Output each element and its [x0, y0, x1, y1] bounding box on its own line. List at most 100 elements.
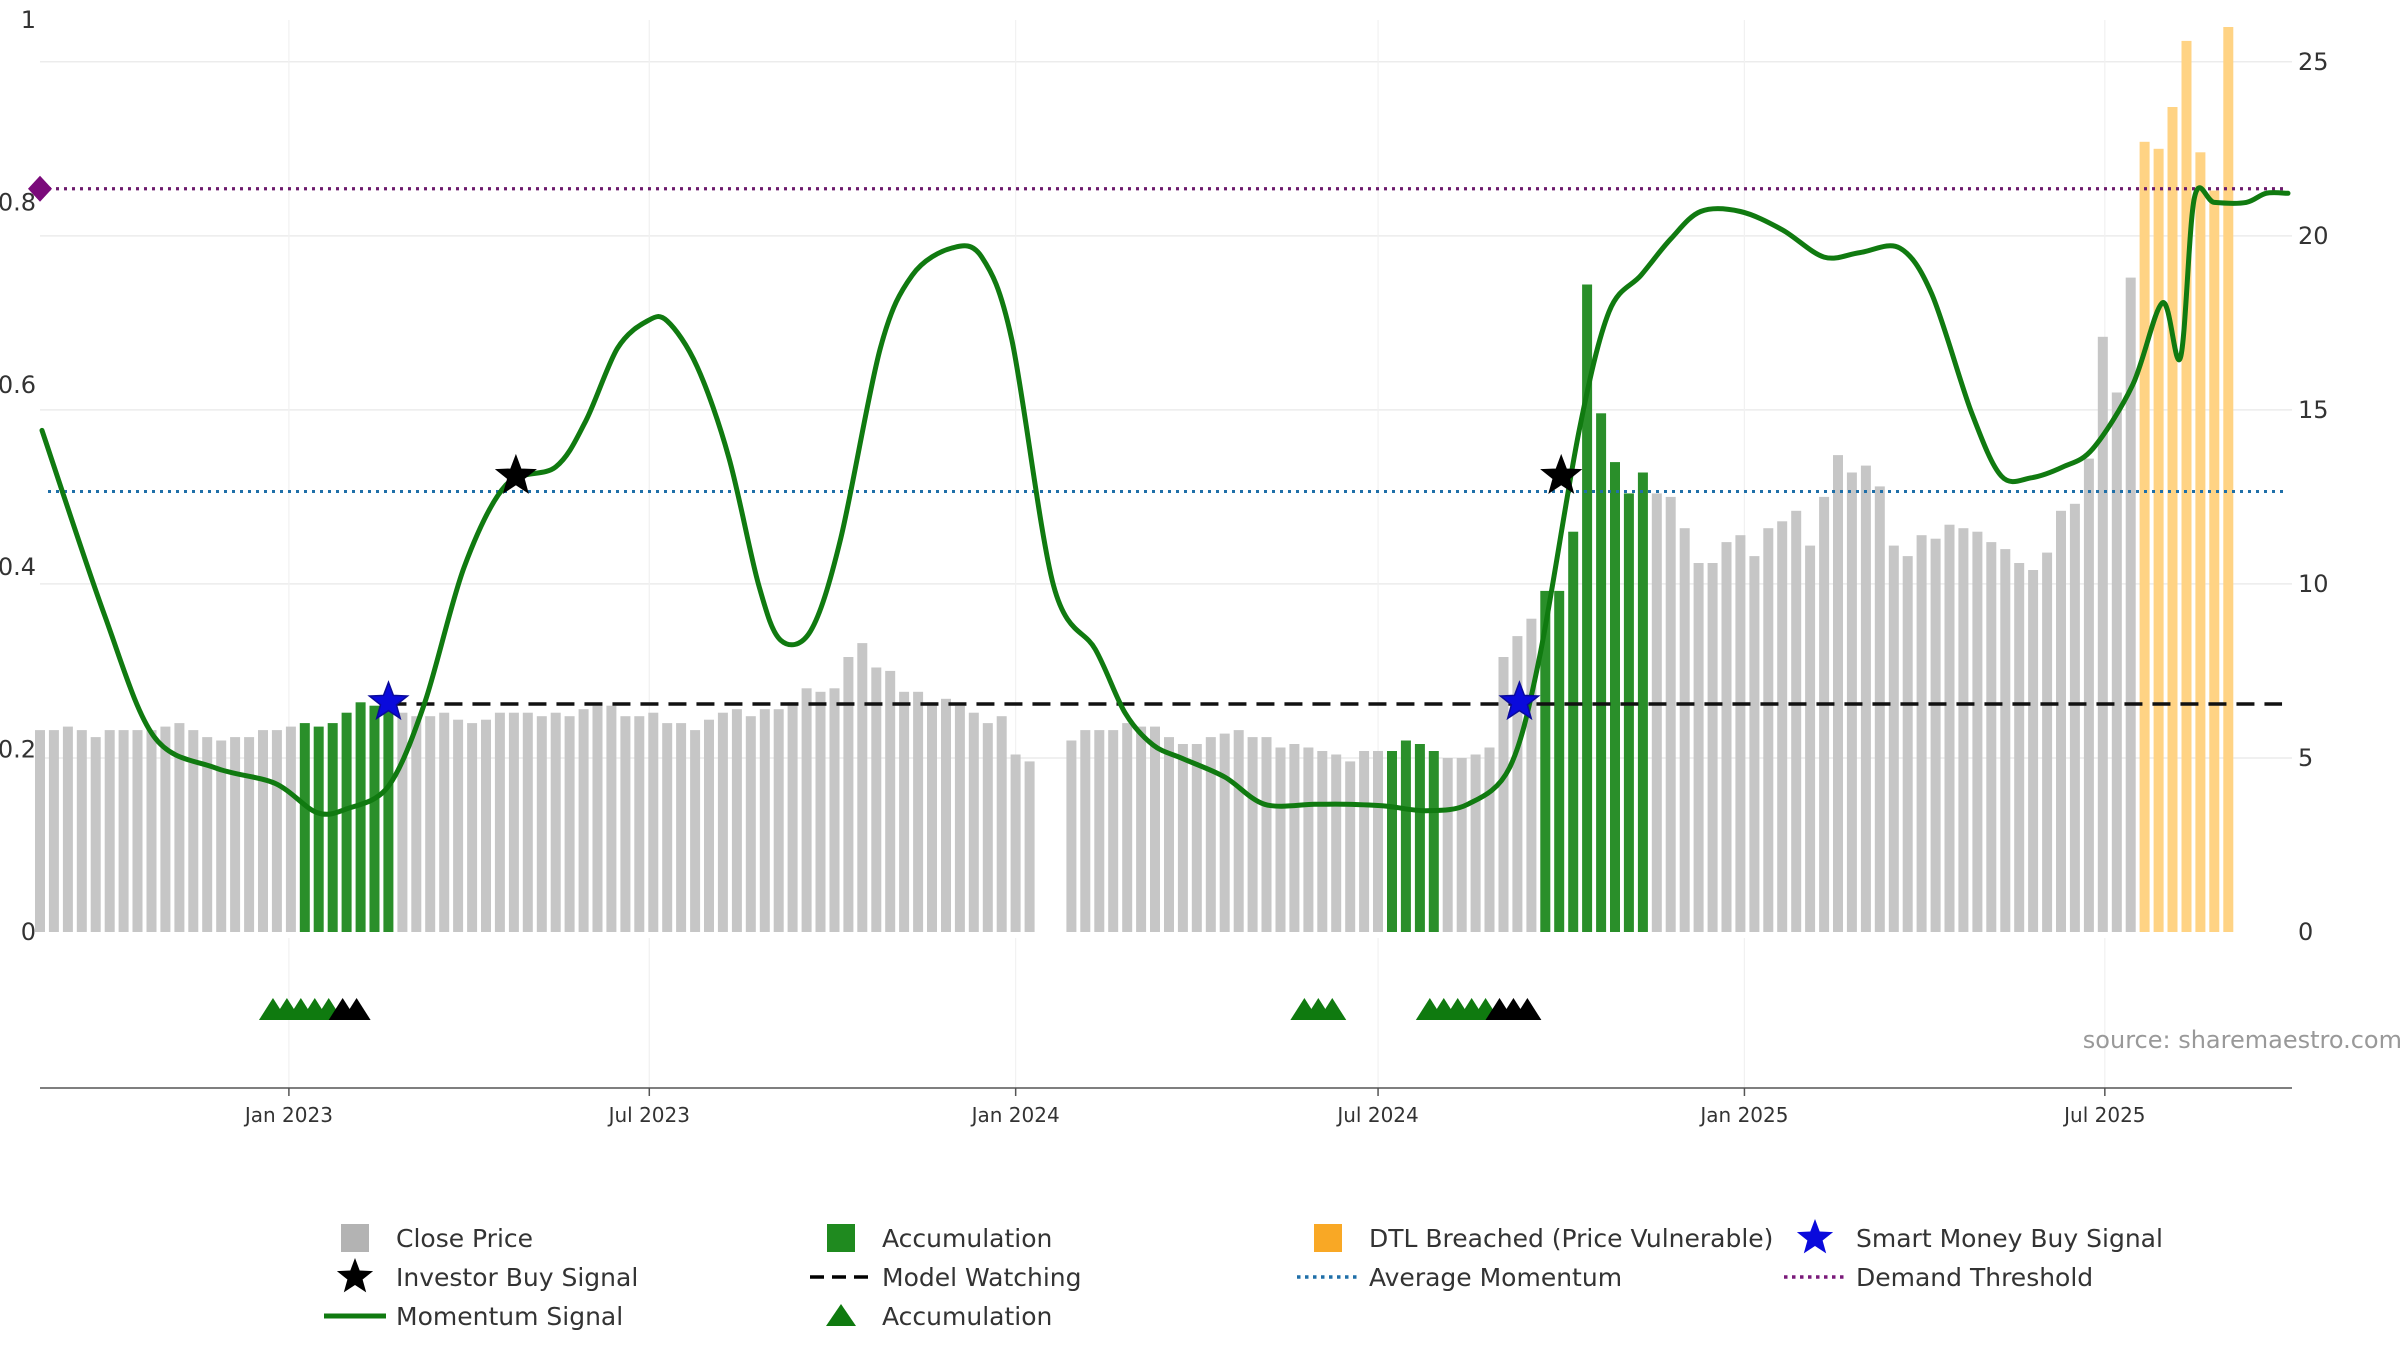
- accumulation-bar: [327, 723, 338, 932]
- legend-item: Model Watching: [810, 1263, 1082, 1292]
- price-bar: [1066, 740, 1077, 932]
- legend-label: Accumulation: [882, 1302, 1052, 1331]
- accumulation-bar: [1400, 740, 1411, 932]
- price-bar: [1665, 496, 1676, 932]
- price-bar: [174, 723, 185, 932]
- price-bar: [731, 709, 742, 932]
- price-bar: [48, 730, 59, 932]
- price-bar: [2014, 563, 2025, 932]
- price-bar: [1359, 751, 1370, 932]
- price-bar: [1930, 538, 1941, 932]
- price-bar: [620, 716, 631, 932]
- legend-label: DTL Breached (Price Vulnerable): [1369, 1224, 1773, 1253]
- price-bar: [1442, 758, 1453, 932]
- accumulation-marker: [1318, 998, 1347, 1020]
- price-bar: [1944, 524, 1955, 932]
- price-bar: [899, 691, 910, 932]
- accumulation-bar: [1582, 284, 1593, 932]
- price-bar: [941, 698, 951, 932]
- legend-item: Close Price: [341, 1224, 533, 1253]
- price-bar: [453, 719, 464, 932]
- price-bar: [550, 712, 561, 932]
- right-axis-tick: 15: [2298, 396, 2329, 424]
- dtl-breached-bar: [2181, 40, 2192, 932]
- price-bar: [1275, 747, 1286, 932]
- price-bar: [1498, 657, 1509, 932]
- right-axis-tick: 20: [2298, 222, 2329, 250]
- x-axis-tick-label: Jul 2025: [2062, 1103, 2145, 1127]
- price-bar: [1164, 737, 1174, 932]
- price-bar: [1484, 747, 1495, 932]
- legend-label: Investor Buy Signal: [396, 1263, 638, 1292]
- price-bar: [2042, 552, 2053, 932]
- right-axis-tick: 25: [2298, 48, 2329, 76]
- price-bar: [1512, 636, 1523, 932]
- price-bar: [606, 705, 617, 932]
- dtl-breached-bar: [2195, 152, 2206, 933]
- legend-label: Momentum Signal: [396, 1302, 623, 1331]
- x-axis-tick-label: Jul 2023: [607, 1103, 690, 1127]
- left-axis-tick: 0.2: [0, 736, 36, 764]
- price-bar: [481, 719, 491, 932]
- price-bar: [2056, 510, 2066, 932]
- legend-triangle: [826, 1304, 856, 1326]
- price-bar: [1707, 563, 1718, 932]
- smart-money-buy-signal: [367, 680, 410, 721]
- dtl-breached-bar: [2139, 141, 2150, 933]
- investor-buy-signal: [1540, 453, 1583, 494]
- price-bar: [1791, 510, 1802, 932]
- x-axis-tick-label: Jan 2024: [970, 1103, 1060, 1127]
- price-bar: [1219, 733, 1230, 932]
- price-bar: [132, 730, 143, 932]
- price-bar: [536, 716, 547, 932]
- dtl-breached-bar: [2223, 27, 2234, 932]
- right-axis-tick: 5: [2298, 744, 2313, 772]
- accumulation-bar: [1596, 413, 1607, 932]
- price-bar: [2069, 503, 2080, 932]
- accumulation-bar: [299, 723, 310, 932]
- price-bar: [1972, 531, 1983, 932]
- accumulation-bar: [1414, 744, 1425, 932]
- left-axis-tick: 1: [21, 6, 36, 34]
- price-bar: [996, 716, 1007, 932]
- price-bar: [2000, 549, 2011, 932]
- price-bar: [258, 730, 268, 932]
- price-bar: [76, 730, 87, 932]
- price-bar: [285, 726, 296, 932]
- price-bar: [35, 730, 45, 932]
- legend-star: [1796, 1219, 1834, 1254]
- legend: Close Price Accumulation DTL Breached (Pri…: [324, 1219, 2163, 1331]
- price-bar: [829, 688, 840, 932]
- accumulation-bar: [1623, 493, 1634, 932]
- price-bar: [1177, 744, 1188, 932]
- price-bar: [1819, 496, 1830, 932]
- price-bar: [1721, 542, 1732, 932]
- price-bar: [745, 716, 756, 932]
- price-bar: [467, 723, 478, 932]
- price-bar: [1456, 758, 1467, 932]
- price-bar: [397, 712, 408, 932]
- investor-buy-signal: [494, 453, 537, 494]
- price-bar: [216, 740, 227, 932]
- legend-star: [336, 1258, 374, 1293]
- price-bar: [439, 712, 450, 932]
- price-bar: [1024, 761, 1035, 932]
- price-bar: [1331, 754, 1342, 932]
- price-bar: [1191, 744, 1202, 932]
- price-bar: [1777, 521, 1788, 932]
- price-bar: [954, 705, 965, 932]
- price-bar: [1651, 493, 1662, 932]
- price-bar: [1261, 737, 1272, 932]
- price-bar: [425, 716, 436, 932]
- price-bar: [578, 709, 589, 932]
- accumulation-bar: [1610, 462, 1620, 932]
- left-axis-tick: 0.6: [0, 371, 36, 399]
- price-bar: [564, 716, 575, 932]
- price-bar: [968, 712, 979, 932]
- demand-threshold-marker: [28, 175, 52, 202]
- accumulation-bar: [1387, 751, 1397, 932]
- price-bar: [1345, 761, 1356, 932]
- accumulation-bar: [383, 709, 394, 932]
